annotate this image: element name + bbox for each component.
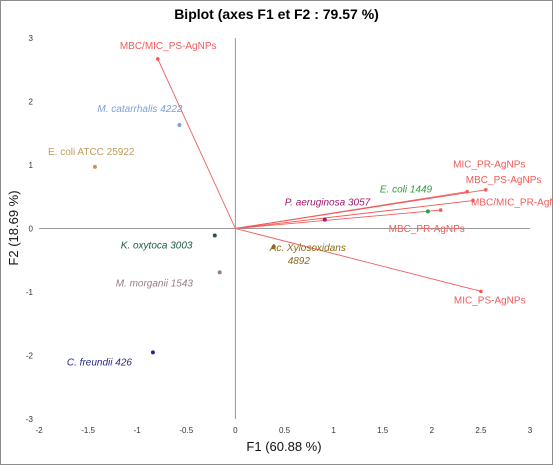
point-labels: MBC/MIC_PS-AgNPs MIC_PR-AgNPs MBC_PS-AgNPs… <box>48 41 553 368</box>
chart-title: Biplot (axes F1 et F2 : 79.57 %) <box>174 6 379 22</box>
x-tick-label: 3 <box>528 426 533 435</box>
x-tick-label: -1 <box>134 426 142 435</box>
variable-vector-tip <box>156 57 160 61</box>
observation-label: M. morganii 1543 <box>116 278 194 289</box>
x-tick-label: 2.5 <box>475 426 487 435</box>
x-tick-label: -0.5 <box>179 426 193 435</box>
observation-point <box>177 122 182 127</box>
y-axis-label: F2 (18.69 %) <box>6 190 21 265</box>
observation-point <box>212 233 217 238</box>
y-tick-label: 0 <box>29 225 34 234</box>
observation-point <box>150 350 155 355</box>
variable-vector <box>235 209 441 229</box>
x-tick-label: 1 <box>331 426 336 435</box>
x-tick-label: 0 <box>233 426 238 435</box>
observation-label: P. aeruginosa 3057 <box>285 198 371 209</box>
x-tick-label: -1.5 <box>81 426 95 435</box>
observation-label: E. coli ATCC 25922 <box>48 147 135 158</box>
variable-label: MBC/MIC_PS-AgNPs <box>120 41 217 52</box>
observation-point <box>271 244 276 249</box>
y-tick-label: -3 <box>26 415 34 424</box>
variable-vector <box>235 200 474 229</box>
variable-label: MBC_PS-AgNPs <box>466 175 542 186</box>
variable-vector-tip <box>484 187 488 192</box>
variable-vector-tip <box>471 198 475 203</box>
variable-vector <box>235 189 486 229</box>
x-tick-label: 0.5 <box>279 426 291 435</box>
x-tick-label: -2 <box>35 426 43 435</box>
variable-vector <box>157 58 236 229</box>
observation-points <box>92 122 430 355</box>
y-tick-label: 3 <box>29 34 34 43</box>
y-tick-label: -2 <box>26 352 34 361</box>
variable-vector <box>235 228 482 292</box>
x-tick-label: 1.5 <box>377 426 389 435</box>
observation-point <box>425 209 430 214</box>
variable-label: MIC_PR-AgNPs <box>453 160 525 171</box>
y-tick-label: 1 <box>29 161 34 170</box>
observation-point <box>217 270 222 275</box>
variable-vector-tip <box>438 208 443 212</box>
observation-label: E. coli 1449 <box>380 184 433 195</box>
variable-vector-tip <box>479 289 483 294</box>
observation-label: Ac. Xylosoxidans 4892 <box>269 243 346 267</box>
observation-label: C. freundii 426 <box>67 357 132 368</box>
observation-label: M. catarrhalis 4222 <box>97 104 182 115</box>
x-axis-label: F1 (60.88 %) <box>246 439 321 454</box>
variable-label: MIC_PS-AgNPs <box>454 295 526 306</box>
x-tick-label: 2 <box>430 426 435 435</box>
y-tick-label: -1 <box>26 288 34 297</box>
observation-point <box>92 164 97 169</box>
observation-point <box>322 217 327 222</box>
observation-label: K. oxytoca 3003 <box>121 240 193 251</box>
variable-label: MBC/MIC_PR-AgNPs <box>471 198 553 209</box>
variable-label: MBC_PR-AgNPs <box>389 224 465 235</box>
variable-vectors <box>156 57 488 294</box>
y-tick-label: 2 <box>29 98 34 107</box>
